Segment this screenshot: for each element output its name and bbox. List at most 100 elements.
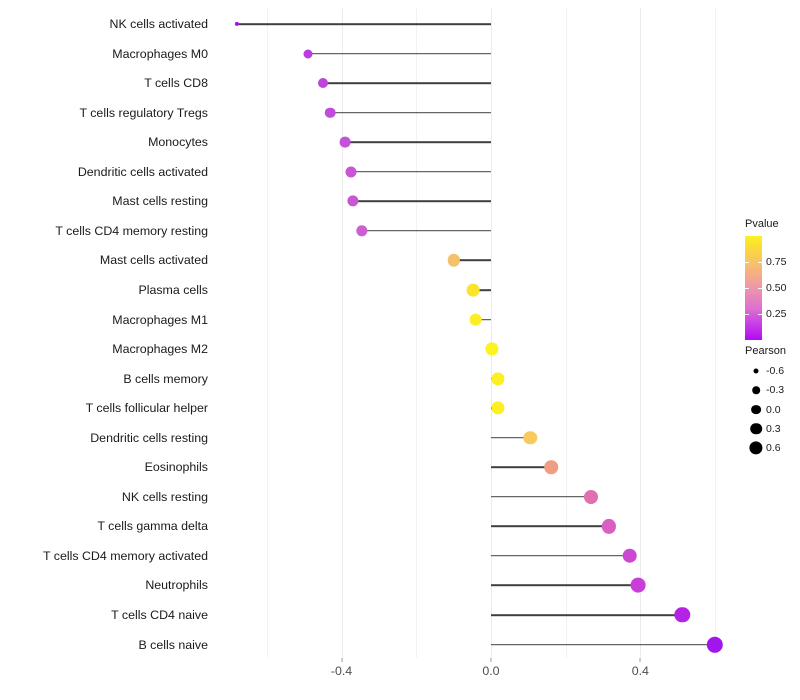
y-axis-tick-label: T cells CD4 naive	[111, 608, 208, 622]
lollipop-point[interactable]	[706, 636, 724, 653]
lollipop-point[interactable]	[469, 313, 483, 326]
lollipop-stem	[490, 525, 609, 528]
lollipop-point[interactable]	[491, 372, 505, 386]
pvalue-colorbar	[745, 236, 762, 340]
pearson-legend-title: Pearson	[745, 345, 786, 357]
y-axis-tick-label: T cells CD8	[144, 76, 208, 91]
lollipop-stem	[490, 496, 592, 498]
lollipop-point[interactable]	[622, 548, 638, 564]
lollipop-point[interactable]	[447, 254, 460, 267]
colorbar-tick-label: 0.75	[766, 256, 787, 268]
x-axis-tick-label: 0.0	[482, 664, 500, 678]
lollipop-stem	[307, 52, 491, 55]
y-axis-tick-label: T cells regulatory Tregs	[79, 105, 208, 120]
lollipop-point[interactable]	[630, 578, 646, 593]
y-axis-tick-label: Plasma cells	[138, 282, 208, 297]
x-axis: -0.4 0.0 0.4	[222, 658, 730, 700]
colorbar-tick	[758, 288, 762, 289]
x-axis-tick-label: 0.4	[631, 664, 649, 678]
lollipop-point[interactable]	[674, 607, 690, 623]
y-axis-tick-label: T cells follicular helper	[85, 401, 208, 416]
colorbar-tick	[745, 314, 749, 315]
lollipop-point[interactable]	[523, 430, 537, 445]
y-axis-tick-label: Macrophages M1	[112, 312, 208, 327]
x-axis-tick	[639, 658, 641, 662]
lollipop-stem	[490, 643, 716, 646]
lollipop-point[interactable]	[345, 166, 357, 178]
y-axis-tick-label: Macrophages M0	[112, 46, 208, 61]
gridline	[715, 8, 717, 658]
y-axis-tick-label: T cells gamma delta	[97, 519, 208, 534]
lollipop-stem	[490, 466, 552, 469]
colorbar-tick	[758, 262, 762, 263]
lollipop-stem	[350, 170, 491, 173]
y-axis-labels: NK cells activated Macrophages M0 T cells …	[0, 8, 216, 658]
colorbar-tick	[745, 288, 749, 289]
y-axis-tick-label: Neutrophils	[145, 578, 208, 593]
colorbar-tick	[758, 314, 762, 315]
y-axis-tick-label: Monocytes	[148, 135, 208, 150]
lollipop-stem	[362, 230, 491, 232]
lollipop-point[interactable]	[325, 107, 336, 118]
gridline	[490, 8, 492, 658]
lollipop-stem	[322, 82, 491, 84]
gridline	[266, 8, 268, 658]
lollipop-point[interactable]	[347, 195, 359, 207]
lollipop-stem	[345, 141, 491, 143]
lollipop-stem	[475, 318, 491, 321]
lollipop-point[interactable]	[544, 460, 559, 475]
x-axis-tick-label: -0.4	[330, 664, 353, 678]
lollipop-stem	[236, 23, 491, 25]
legend-area: Pvalue 0.75 0.50 0.25 Pearson -0.6 -0.3 0.0 0…	[740, 0, 800, 700]
y-axis-tick-label: B cells memory	[123, 371, 208, 386]
y-axis-tick-label: Dendritic cells activated	[77, 164, 208, 179]
lollipop-point[interactable]	[356, 225, 368, 237]
y-axis-tick-label: Mast cells resting	[112, 194, 208, 209]
lollipop-point[interactable]	[234, 21, 240, 27]
y-axis-tick-label: T cells CD4 memory resting	[55, 223, 208, 238]
size-legend-label: -0.6	[766, 365, 785, 377]
size-legend-label: -0.3	[766, 384, 785, 397]
y-axis-tick-label: Mast cells activated	[99, 253, 208, 268]
y-axis-tick-label: Eosinophils	[144, 460, 208, 475]
lollipop-stem	[473, 289, 491, 291]
lollipop-stem	[453, 259, 491, 262]
lollipop-stem	[490, 436, 531, 439]
pvalue-legend-title: Pvalue	[745, 218, 779, 230]
lollipop-point[interactable]	[339, 136, 351, 148]
size-legend-dot	[753, 368, 759, 374]
gridline	[341, 8, 343, 658]
lollipop-stem	[490, 555, 630, 557]
x-axis-tick	[341, 658, 343, 662]
lollipop-point[interactable]	[584, 489, 599, 504]
plot-panel	[222, 8, 730, 658]
lollipop-point[interactable]	[491, 401, 505, 415]
y-axis-tick-label: NK cells activated	[109, 17, 208, 31]
gridline	[640, 8, 642, 658]
size-legend-dot	[751, 404, 761, 415]
lollipop-stem	[490, 584, 639, 587]
colorbar-tick-label: 0.50	[766, 282, 787, 294]
y-axis-tick-label: Dendritic cells resting	[90, 430, 208, 445]
lollipop-point[interactable]	[485, 342, 499, 356]
y-axis-tick-label: Macrophages M2	[112, 342, 208, 357]
y-axis-tick-label: B cells naive	[138, 637, 208, 652]
size-legend-label: 0.6	[766, 442, 781, 455]
lollipop-point[interactable]	[303, 49, 313, 59]
size-legend-label: 0.3	[766, 422, 781, 435]
gridline	[416, 8, 418, 658]
size-legend-dot	[750, 423, 762, 435]
gridline	[565, 8, 567, 658]
y-axis-tick-label: T cells CD4 memory activated	[42, 548, 208, 563]
lollipop-stem	[352, 200, 491, 203]
y-axis-tick-label: NK cells resting	[121, 489, 208, 504]
lollipop-point[interactable]	[601, 519, 616, 534]
lollipop-point[interactable]	[466, 283, 480, 297]
colorbar-tick-label: 0.25	[766, 308, 787, 320]
lollipop-stem	[490, 614, 683, 616]
size-legend-dot	[749, 441, 763, 455]
lollipop-point[interactable]	[317, 78, 328, 89]
x-axis-tick	[490, 658, 492, 662]
lollipop-stem	[330, 111, 491, 114]
